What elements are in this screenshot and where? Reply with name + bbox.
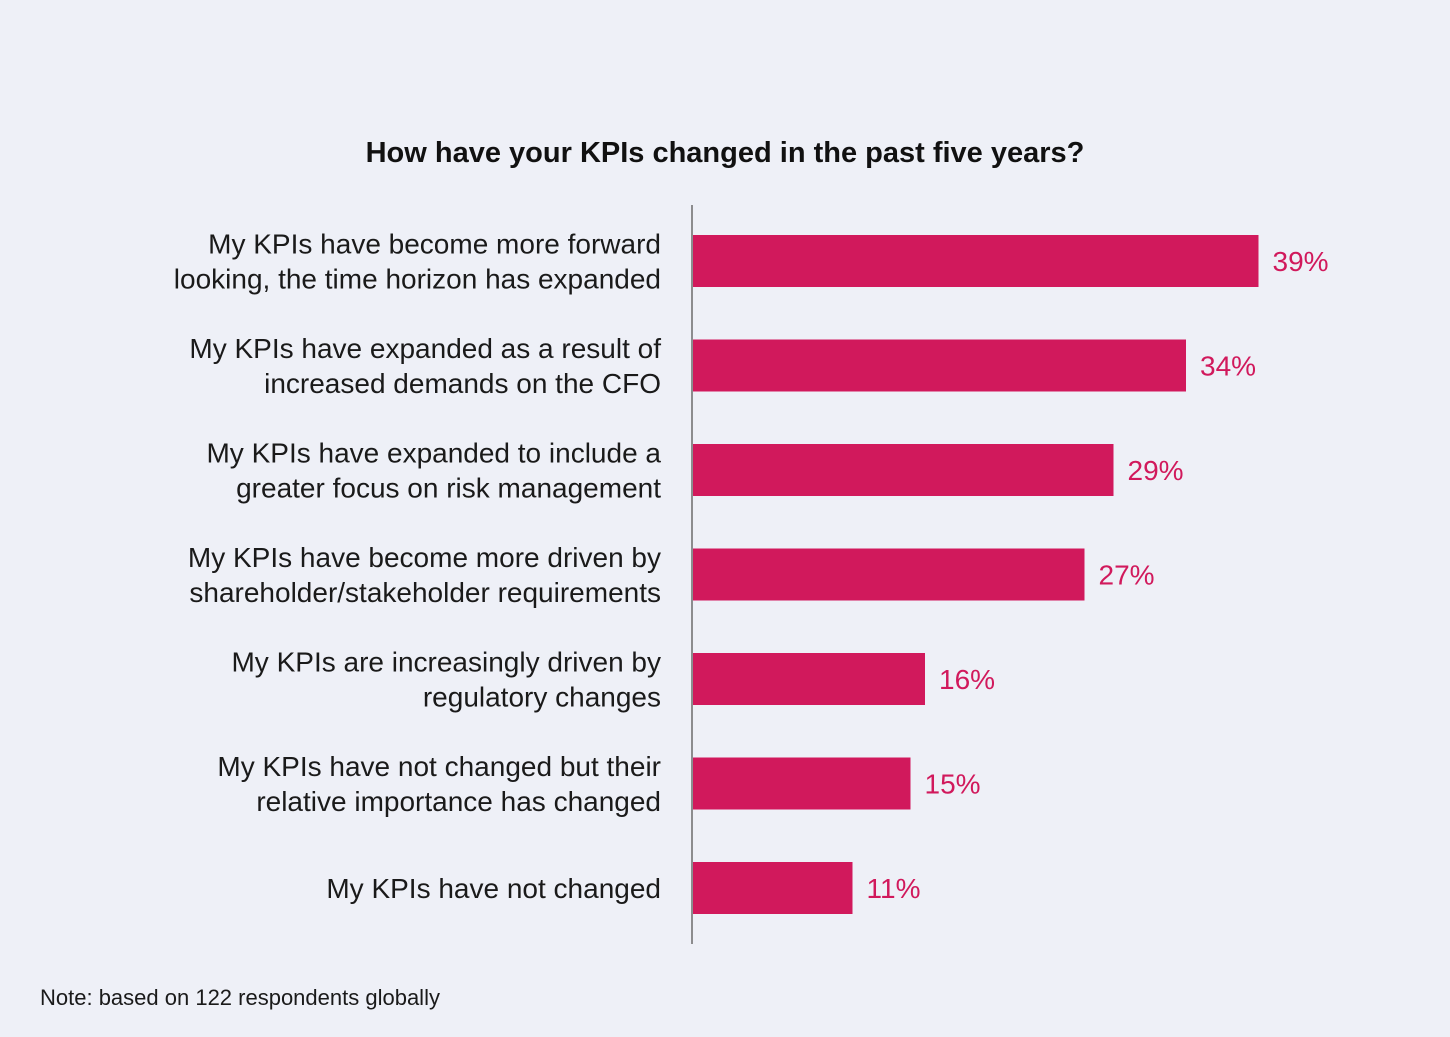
value-label: 11%: [867, 873, 921, 904]
bar: [693, 444, 1114, 496]
value-label: 15%: [925, 769, 981, 800]
bars-group: [693, 235, 1259, 914]
value-label: 16%: [939, 664, 995, 695]
category-label: greater focus on risk management: [236, 473, 661, 504]
value-label: 29%: [1128, 455, 1184, 486]
category-label: My KPIs have expanded to include a: [206, 438, 661, 469]
category-label: relative importance has changed: [256, 786, 661, 817]
category-label: My KPIs have not changed: [326, 873, 661, 904]
bar: [693, 862, 853, 914]
bar: [693, 653, 925, 705]
bar: [693, 757, 911, 810]
category-label: My KPIs have not changed but their: [217, 751, 661, 782]
category-label: My KPIs have expanded as a result of: [189, 333, 661, 364]
value-label: 39%: [1273, 246, 1329, 277]
category-labels-group: My KPIs have become more forward looking,…: [174, 229, 662, 905]
value-label: 34%: [1200, 351, 1256, 382]
value-label: 27%: [1099, 560, 1155, 591]
chart-title: How have your KPIs changed in the past f…: [366, 137, 1085, 169]
bar: [693, 235, 1259, 287]
category-label: increased demands on the CFO: [264, 368, 661, 399]
category-label: My KPIs have become more forward: [208, 229, 661, 260]
category-label: shareholder/stakeholder requirements: [189, 577, 661, 608]
value-labels-group: 39% 34% 29% 27% 16% 15% 11%: [867, 246, 1329, 904]
category-label: My KPIs are increasingly driven by: [231, 647, 661, 678]
category-label: looking, the time horizon has expanded: [174, 264, 661, 295]
category-label: regulatory changes: [423, 682, 661, 713]
bar: [693, 548, 1085, 601]
bar: [693, 339, 1186, 392]
category-label: My KPIs have become more driven by: [188, 542, 661, 573]
